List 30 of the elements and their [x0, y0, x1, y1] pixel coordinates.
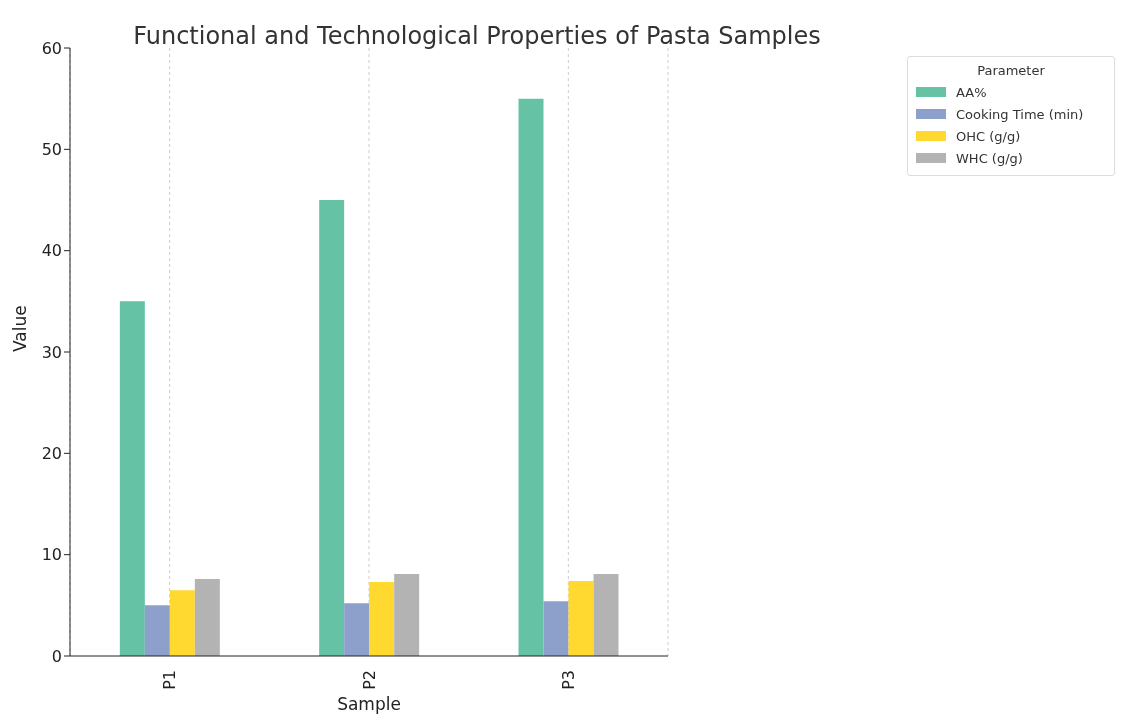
- bar: [169, 590, 195, 656]
- bar: [518, 98, 544, 656]
- y-tick-label: 10: [41, 545, 62, 565]
- legend-label: Cooking Time (min): [956, 106, 1084, 122]
- y-tick-label: 50: [41, 140, 62, 160]
- y-tick-label: 30: [41, 342, 62, 362]
- x-tick-label: P2: [359, 670, 379, 690]
- chart-title: Functional and Technological Properties of Pasta Samples: [132, 22, 822, 50]
- x-tick-label: P1: [160, 670, 180, 690]
- x-axis-title: Sample: [337, 694, 401, 714]
- legend-title: Parameter: [976, 63, 1046, 78]
- legend-label: WHC (g/g): [956, 150, 1023, 166]
- bar: [194, 578, 220, 656]
- x-tick-label: P3: [558, 670, 578, 690]
- legend-label: OHC (g/g): [956, 128, 1021, 144]
- y-tick-label: 20: [41, 444, 62, 464]
- bar: [394, 573, 420, 656]
- bar: [344, 603, 370, 656]
- legend-label: AA%: [956, 84, 987, 100]
- bar: [593, 573, 619, 656]
- y-axis-title: Value: [10, 305, 31, 352]
- bar: [568, 581, 594, 656]
- bar: [119, 301, 145, 656]
- bar: [369, 582, 395, 656]
- bar: [543, 601, 569, 656]
- bar: [144, 605, 170, 656]
- y-tick-label: 40: [41, 241, 62, 261]
- bar: [319, 200, 345, 656]
- y-tick-label: 60: [41, 38, 62, 58]
- y-tick-label: 0: [51, 646, 62, 666]
